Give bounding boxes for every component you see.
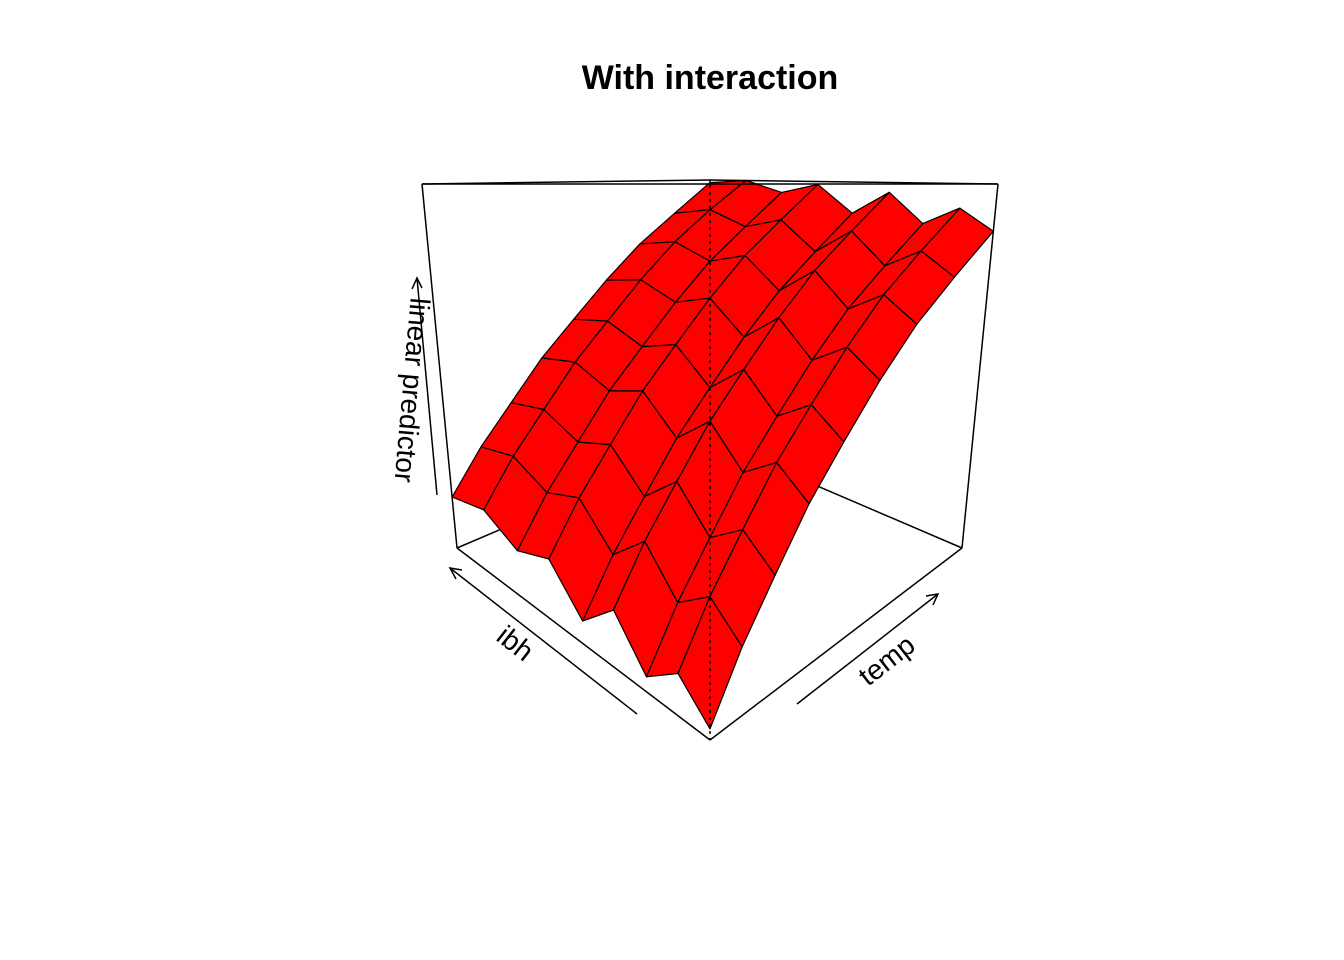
arrow-head (411, 276, 423, 290)
box-edge (456, 547, 711, 741)
x-axis-label: temp (853, 629, 921, 692)
box-edge (961, 183, 999, 549)
z-arrow (416, 277, 438, 496)
temp-arrow (796, 593, 939, 705)
arrow-head (925, 593, 940, 606)
box-edge (421, 179, 711, 185)
box-edge (709, 179, 999, 185)
chart-title: With interaction (582, 59, 839, 97)
box-edge (421, 183, 458, 549)
z-axis-label: linear predictor (389, 297, 436, 484)
y-axis-label: ibh (491, 620, 540, 667)
box-edge (709, 547, 963, 741)
ibh-arrow (449, 567, 638, 715)
box-front (411, 179, 999, 741)
arrow-head (448, 567, 463, 580)
